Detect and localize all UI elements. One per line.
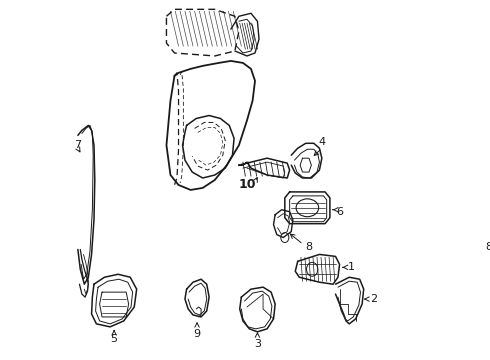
Text: 3: 3 bbox=[254, 339, 261, 349]
Text: 8: 8 bbox=[485, 243, 490, 252]
Text: 4: 4 bbox=[318, 137, 325, 147]
Text: 1: 1 bbox=[348, 262, 355, 272]
Text: 10: 10 bbox=[238, 179, 256, 192]
Text: 6: 6 bbox=[336, 207, 343, 217]
Text: 9: 9 bbox=[194, 329, 200, 339]
Text: 2: 2 bbox=[370, 294, 377, 304]
Text: 5: 5 bbox=[111, 334, 118, 344]
Text: 8: 8 bbox=[305, 243, 313, 252]
Text: 7: 7 bbox=[74, 140, 81, 150]
